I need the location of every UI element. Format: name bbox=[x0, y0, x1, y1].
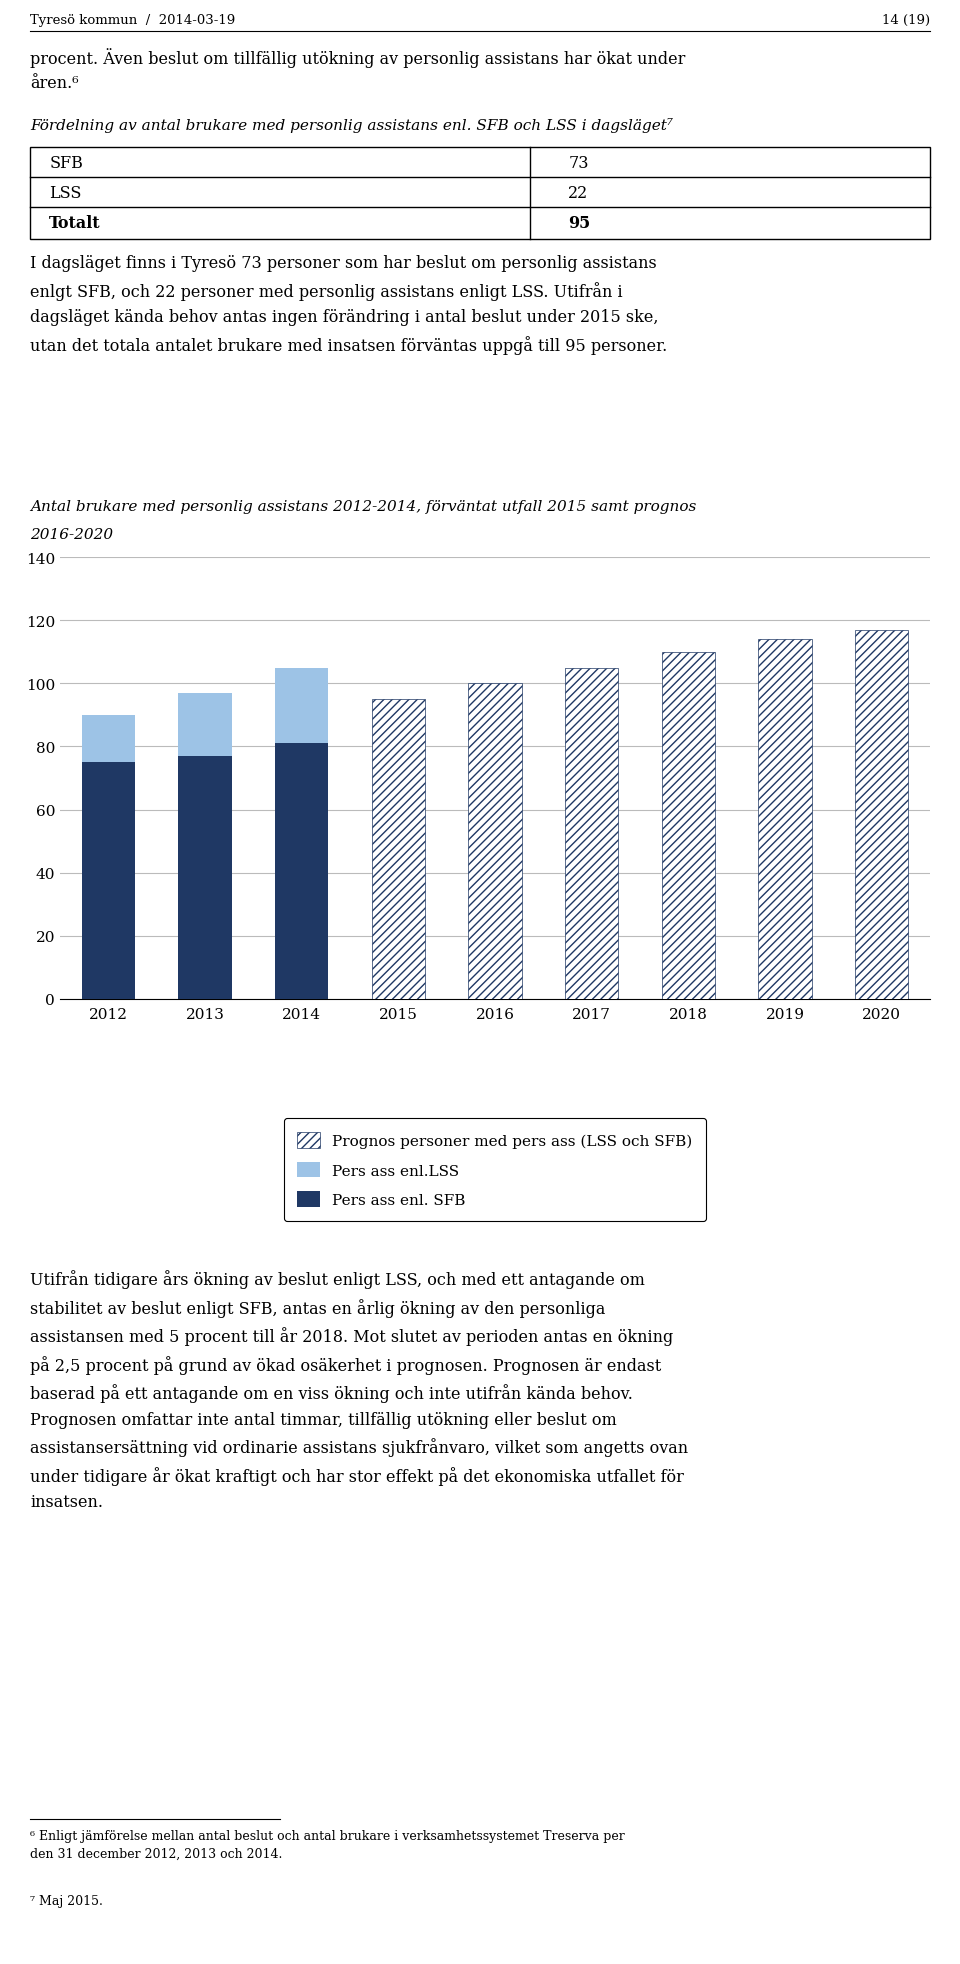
Text: 73: 73 bbox=[568, 155, 588, 171]
Text: 22: 22 bbox=[568, 185, 588, 202]
Bar bbox=[372, 699, 425, 1000]
Bar bbox=[276, 744, 328, 1000]
Text: Fördelning av antal brukare med personlig assistans enl. SFB och LSS i dagsläget: Fördelning av antal brukare med personli… bbox=[30, 118, 673, 134]
Bar bbox=[276, 668, 328, 744]
Bar bbox=[179, 693, 231, 756]
Text: I dagsläget finns i Tyresö 73 personer som har beslut om personlig assistans
enl: I dagsläget finns i Tyresö 73 personer s… bbox=[30, 255, 667, 354]
Text: 14 (19): 14 (19) bbox=[882, 14, 930, 27]
Bar bbox=[565, 668, 618, 1000]
Text: Antal brukare med personlig assistans 2012-2014, förväntat utfall 2015 samt prog: Antal brukare med personlig assistans 20… bbox=[30, 499, 696, 515]
Text: Utifrån tidigare års ökning av beslut enligt LSS, och med ett antagande om
stabi: Utifrån tidigare års ökning av beslut en… bbox=[30, 1269, 688, 1510]
Text: SFB: SFB bbox=[49, 155, 84, 171]
Text: 95: 95 bbox=[568, 216, 590, 232]
Bar bbox=[82, 715, 135, 762]
Text: ⁷ Maj 2015.: ⁷ Maj 2015. bbox=[30, 1893, 103, 1907]
Text: Totalt: Totalt bbox=[49, 216, 101, 232]
Legend: Prognos personer med pers ass (LSS och SFB), Pers ass enl.LSS, Pers ass enl. SFB: Prognos personer med pers ass (LSS och S… bbox=[283, 1119, 707, 1222]
Text: LSS: LSS bbox=[49, 185, 82, 202]
Bar bbox=[661, 652, 715, 1000]
Bar bbox=[468, 683, 521, 1000]
Text: åren.⁶: åren.⁶ bbox=[30, 75, 79, 92]
Text: 2016-2020: 2016-2020 bbox=[30, 528, 113, 542]
Bar bbox=[82, 762, 135, 1000]
Bar bbox=[758, 640, 811, 1000]
Text: ⁶ Enligt jämförelse mellan antal beslut och antal brukare i verksamhetssystemet : ⁶ Enligt jämförelse mellan antal beslut … bbox=[30, 1828, 625, 1860]
Text: procent. Även beslut om tillfällig utökning av personlig assistans har ökat unde: procent. Även beslut om tillfällig utökn… bbox=[30, 47, 685, 69]
Bar bbox=[855, 630, 908, 1000]
Bar bbox=[179, 756, 231, 1000]
Text: Tyresö kommun  /  2014-03-19: Tyresö kommun / 2014-03-19 bbox=[30, 14, 235, 27]
